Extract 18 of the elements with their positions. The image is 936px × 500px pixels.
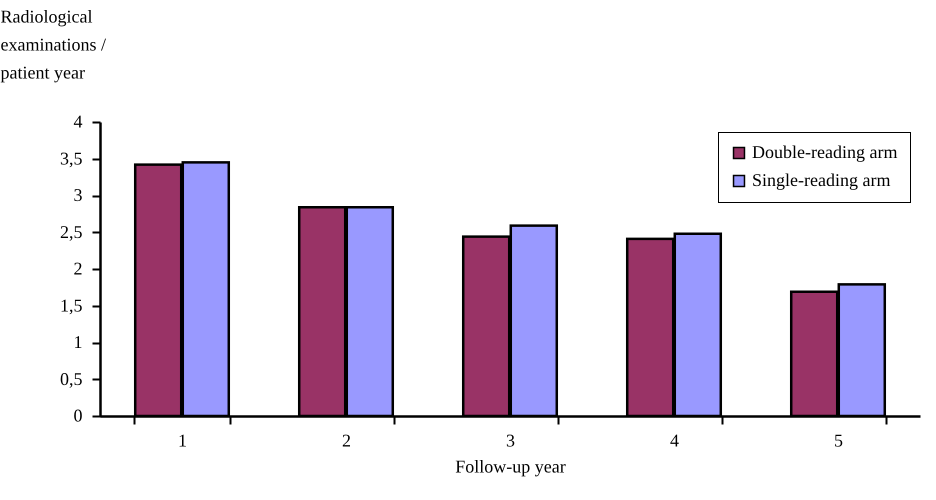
y-tick-label: 2,5 xyxy=(60,222,82,242)
y-tick-label: 0 xyxy=(74,406,82,426)
y-tick-label: 1 xyxy=(74,332,82,352)
y-tick-label: 4 xyxy=(74,112,82,132)
y-axis-title: Radiological examinations / patient year xyxy=(0,6,106,82)
y-tick-label: 0,5 xyxy=(60,368,82,389)
x-tick-label: 4 xyxy=(670,430,679,450)
y-tick-label: 2 xyxy=(74,258,82,278)
x-tick-label: 3 xyxy=(506,430,515,450)
legend-label: Double-reading arm xyxy=(752,142,898,162)
x-tick-label: 5 xyxy=(834,430,843,450)
y-tick-label: 1,5 xyxy=(60,295,82,316)
legend-label: Single-reading arm xyxy=(752,170,890,190)
y-tick-label: 3 xyxy=(74,185,82,205)
y-tick-label: 3,5 xyxy=(60,148,82,168)
x-tick-label: 2 xyxy=(342,430,351,450)
x-axis-title: Follow-up year xyxy=(455,456,566,476)
x-tick-label: 1 xyxy=(178,430,187,450)
